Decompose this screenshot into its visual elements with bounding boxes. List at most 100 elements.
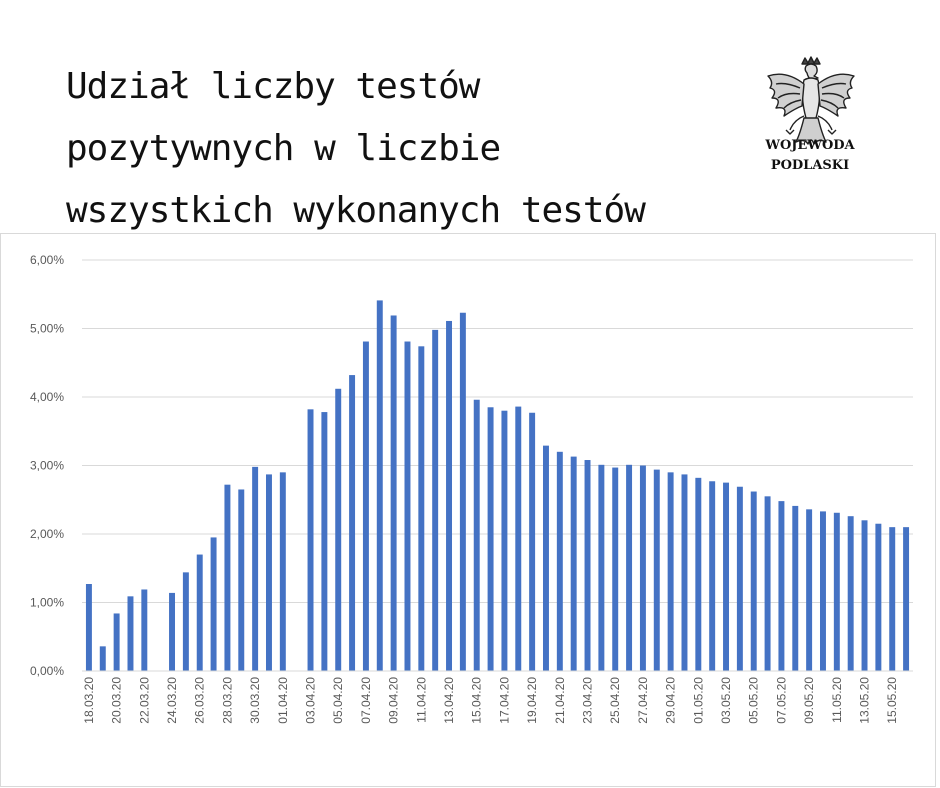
bar xyxy=(404,341,411,671)
x-tick-label: 23.04.20 xyxy=(581,677,595,724)
y-tick-label: 1,00% xyxy=(30,596,64,610)
bar xyxy=(806,509,813,671)
x-tick-label: 09.04.20 xyxy=(387,677,401,724)
bar xyxy=(113,613,120,671)
bar xyxy=(764,496,771,671)
y-tick-label: 3,00% xyxy=(30,459,64,473)
y-tick-label: 4,00% xyxy=(30,390,64,404)
x-tick-label: 05.04.20 xyxy=(331,677,345,724)
x-tick-label: 15.05.20 xyxy=(885,677,899,724)
x-tick-label: 13.04.20 xyxy=(442,677,456,724)
bar xyxy=(265,474,272,671)
x-tick-label: 07.05.20 xyxy=(774,677,788,724)
bar xyxy=(335,388,342,671)
bar xyxy=(889,527,896,671)
bar xyxy=(473,399,480,671)
bar xyxy=(584,460,591,671)
x-tick-label: 29.04.20 xyxy=(664,677,678,724)
bar xyxy=(446,320,453,671)
x-tick-label: 25.04.20 xyxy=(608,677,622,724)
bar xyxy=(169,592,176,671)
bars xyxy=(85,300,910,671)
y-axis-tick-labels: 0,00% 1,00% 2,00% 3,00% 4,00% 5,00% 6,00% xyxy=(30,253,64,678)
x-tick-label: 11.05.20 xyxy=(830,677,844,723)
bar xyxy=(792,505,799,671)
x-tick-label: 20.03.20 xyxy=(110,677,124,724)
bar xyxy=(736,486,743,671)
x-tick-label: 15.04.20 xyxy=(470,677,484,724)
bar xyxy=(750,491,757,671)
bar xyxy=(196,554,203,671)
bar xyxy=(252,466,259,671)
bar xyxy=(141,589,148,671)
bar xyxy=(279,472,286,671)
bar xyxy=(515,406,522,671)
bar xyxy=(723,482,730,671)
eagle-emblem-icon xyxy=(767,56,855,145)
x-tick-label: 09.05.20 xyxy=(802,677,816,724)
page-title: Udział liczby testów pozytywnych w liczb… xyxy=(66,56,766,242)
x-tick-label: 26.03.20 xyxy=(193,677,207,724)
emblem-line-1: WOJEWODA xyxy=(765,138,855,153)
grid-lines xyxy=(82,259,913,603)
x-tick-label: 03.04.20 xyxy=(304,677,318,724)
bar xyxy=(612,467,619,671)
x-tick-label: 01.05.20 xyxy=(691,677,705,724)
title-line-1: Udział liczby testów xyxy=(66,66,480,107)
x-tick-label: 24.03.20 xyxy=(165,677,179,724)
x-tick-label: 17.04.20 xyxy=(497,677,511,724)
emblem-line-2: PODLASKI xyxy=(770,158,850,173)
bar xyxy=(99,646,106,671)
bar xyxy=(418,346,425,671)
x-tick-label: 19.04.20 xyxy=(525,677,539,724)
y-tick-label: 5,00% xyxy=(30,322,64,336)
bar xyxy=(861,520,868,671)
bar-chart: 0,00% 1,00% 2,00% 3,00% 4,00% 5,00% 6,00% 18.0… xyxy=(30,253,913,724)
x-tick-label: 11.04.20 xyxy=(414,677,428,723)
y-tick-label: 2,00% xyxy=(30,527,64,541)
emblem-caption: WOJEWODA PODLASKI xyxy=(745,136,875,176)
bar xyxy=(529,412,536,671)
x-tick-label: 21.04.20 xyxy=(553,677,567,724)
bar xyxy=(224,484,231,671)
bar xyxy=(626,464,633,671)
bar xyxy=(695,477,702,671)
x-tick-label: 30.03.20 xyxy=(248,677,262,724)
x-tick-label: 05.05.20 xyxy=(747,677,761,724)
bar xyxy=(778,501,785,671)
bar xyxy=(570,456,577,671)
bar xyxy=(127,596,134,671)
bar xyxy=(681,474,688,671)
bar xyxy=(819,511,826,671)
bar xyxy=(362,341,369,671)
x-tick-label: 28.03.20 xyxy=(220,677,234,724)
bar xyxy=(349,375,356,671)
bar xyxy=(833,512,840,671)
bar xyxy=(847,516,854,671)
bar xyxy=(875,523,882,671)
bar xyxy=(432,329,439,671)
bar xyxy=(85,584,92,671)
bar xyxy=(238,489,245,671)
bar xyxy=(598,464,605,671)
bar xyxy=(556,451,563,671)
bar xyxy=(709,481,716,671)
x-tick-label: 18.03.20 xyxy=(82,677,96,724)
title-line-3: wszystkich wykonanych testów xyxy=(66,190,646,231)
bar xyxy=(639,465,646,671)
bar xyxy=(459,312,466,671)
y-tick-label: 6,00% xyxy=(30,253,64,267)
bar xyxy=(307,409,314,671)
x-tick-label: 27.04.20 xyxy=(636,677,650,724)
bar xyxy=(321,412,328,671)
bar xyxy=(210,537,217,671)
y-tick-label: 0,00% xyxy=(30,664,64,678)
x-tick-label: 13.05.20 xyxy=(858,677,872,724)
bar xyxy=(390,315,397,671)
bar xyxy=(653,469,660,671)
bar xyxy=(182,572,189,671)
x-tick-label: 03.05.20 xyxy=(719,677,733,724)
bar xyxy=(903,527,910,671)
bar xyxy=(487,407,494,671)
title-line-2: pozytywnych w liczbie xyxy=(66,128,501,169)
